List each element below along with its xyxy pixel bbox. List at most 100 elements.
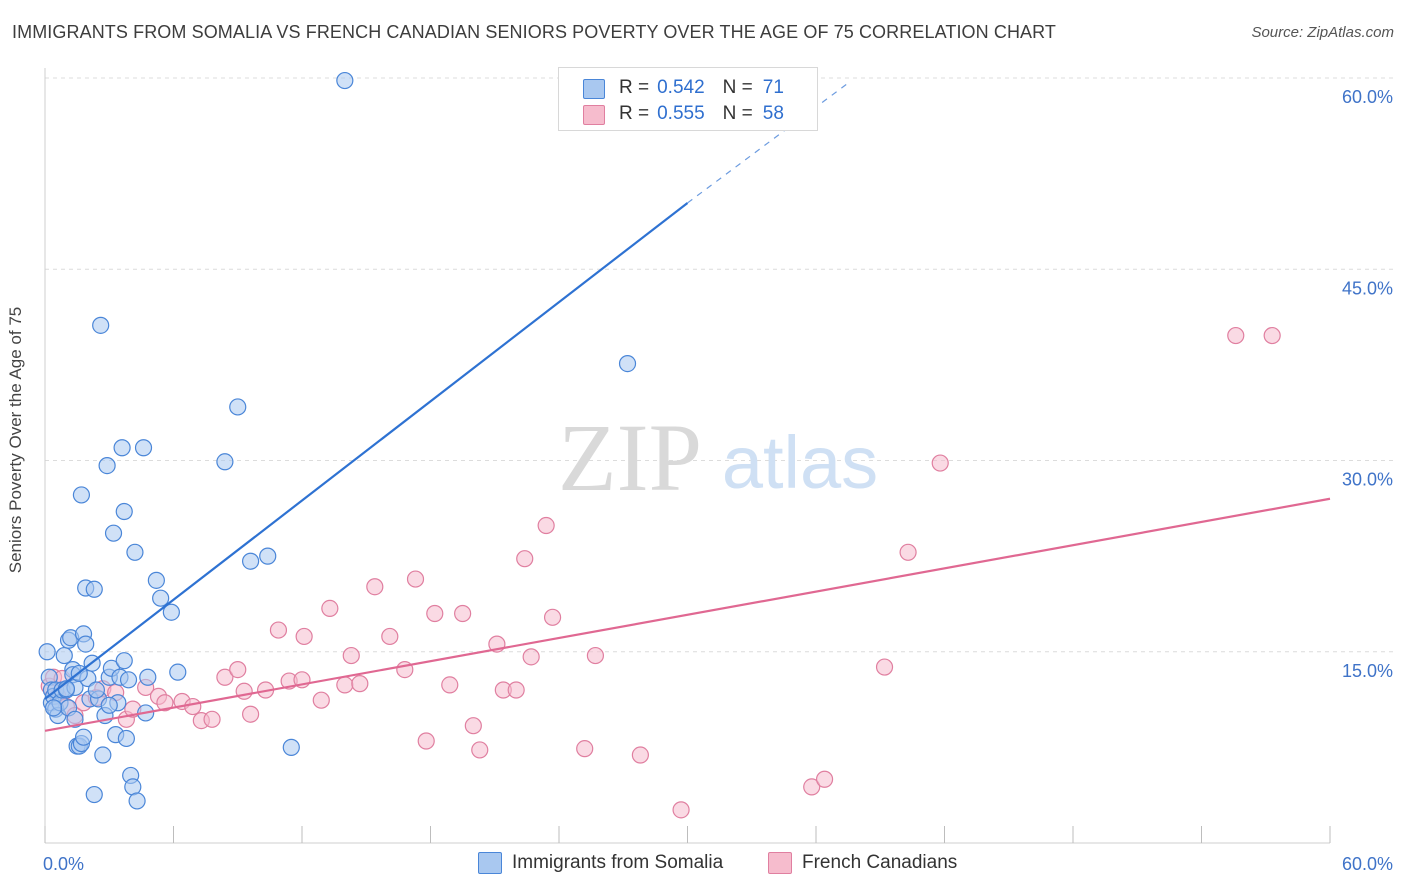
x-tick-label: 60.0%	[1342, 854, 1393, 874]
legend-r-label: R =	[619, 103, 650, 124]
french-canadians-point	[516, 550, 534, 568]
somalia-point	[128, 792, 146, 810]
somalia-point	[66, 710, 84, 728]
somalia-point	[38, 643, 56, 661]
somalia-point	[126, 543, 144, 561]
french-canadians-point	[576, 740, 594, 758]
y-tick-label: 45.0%	[1342, 278, 1393, 298]
french-canadians-point	[471, 741, 489, 759]
y-tick-label: 60.0%	[1342, 87, 1393, 107]
french-canadians-point	[1227, 326, 1245, 345]
somalia-point	[242, 552, 260, 570]
source-credit: Source: ZipAtlas.com	[1251, 24, 1394, 41]
legend-r-value: 0.542	[657, 77, 705, 98]
somalia-point	[115, 502, 133, 521]
watermark-atlas: atlas	[722, 421, 878, 504]
somalia-point	[72, 486, 91, 504]
chart-title: IMMIGRANTS FROM SOMALIA VS FRENCH CANADI…	[12, 22, 1057, 42]
french-canadians-point	[537, 516, 555, 535]
french-canadians-point	[426, 604, 444, 623]
french-canadians-point	[156, 694, 174, 712]
french-canadians-point	[269, 621, 288, 639]
french-canadians-point	[507, 681, 525, 699]
somalia-point	[113, 439, 131, 457]
somalia-point	[282, 738, 300, 756]
somalia-point	[87, 681, 106, 699]
french-canadians-point	[216, 668, 234, 686]
legend-n-label: N =	[722, 77, 753, 98]
french-canadians-point	[417, 732, 435, 750]
legend-row-french: R = 0.555 N = 58	[583, 102, 784, 126]
somalia-point	[336, 71, 354, 90]
french-canadians-point	[543, 608, 562, 626]
somalia-point	[139, 668, 157, 686]
french-canadians-point	[321, 599, 339, 618]
somalia-point	[94, 746, 112, 764]
somalia-trendline	[44, 202, 689, 700]
french-canadians-point	[522, 648, 540, 666]
french-canadians-point	[229, 660, 247, 679]
somalia-point	[77, 635, 95, 653]
french-canadians-point	[336, 676, 354, 694]
legend-n-label: N =	[722, 103, 753, 124]
legend-n-value: 71	[762, 77, 784, 98]
legend-label-french: French Canadians	[802, 852, 958, 873]
somalia-point	[169, 663, 187, 681]
somalia-point	[618, 355, 637, 373]
legend-label-somalia: Immigrants from Somalia	[512, 852, 724, 873]
somalia-point	[104, 524, 123, 542]
somalia-point	[85, 580, 103, 598]
somalia-point	[216, 453, 234, 471]
correlation-legend: R = 0.542 N = 71 R = 0.555 N = 58	[558, 67, 818, 131]
legend-swatch-somalia	[478, 852, 502, 874]
french-canadians-point	[242, 705, 260, 723]
tick-labels: 15.0% 30.0% 45.0% 60.0% 0.0% 60.0%	[43, 87, 1393, 874]
somalia-point	[134, 439, 153, 457]
french-canadians-point	[366, 578, 384, 596]
french-canadians-point	[672, 801, 690, 819]
french-canadians-point	[875, 658, 894, 676]
series-immigrants-from-somalia	[38, 71, 637, 810]
french-canadians-point	[931, 454, 949, 472]
y-axis-label: Seniors Poverty Over the Age of 75	[6, 306, 25, 574]
y-tick-label: 30.0%	[1342, 470, 1393, 490]
somalia-point	[85, 785, 103, 804]
legend-item-french: French Canadians	[768, 852, 957, 874]
legend-n-value: 58	[762, 103, 784, 124]
french-canadians-point	[803, 778, 821, 796]
french-canadians-point	[184, 697, 202, 716]
french-canadians-point	[586, 646, 605, 665]
somalia-point	[55, 646, 73, 665]
zipatlas-watermark: ZIP atlas	[558, 404, 878, 511]
french-canadians-point	[815, 770, 834, 788]
somalia-point	[98, 457, 116, 475]
somalia-point	[44, 699, 63, 717]
legend-r-label: R =	[619, 77, 650, 98]
french-canadians-point	[203, 710, 221, 728]
somalia-point	[259, 547, 277, 565]
legend-swatch-somalia	[583, 79, 605, 99]
legend-row-somalia: R = 0.542 N = 71	[583, 76, 784, 100]
axes	[44, 68, 1331, 844]
french-canadians-point	[312, 691, 330, 709]
french-canadians-point	[899, 543, 917, 561]
legend-r-value: 0.555	[657, 103, 705, 124]
french-canadians-point	[441, 676, 459, 694]
french-canadians-point	[631, 746, 649, 764]
french-canadians-point	[406, 570, 425, 588]
french-canadians-trendline	[44, 497, 1331, 732]
watermark-zip: ZIP	[558, 404, 702, 511]
legend-swatch-french	[768, 852, 792, 874]
french-canadians-point	[464, 717, 482, 735]
french-canadians-point	[342, 646, 360, 665]
somalia-point	[119, 671, 138, 689]
somalia-point	[115, 652, 133, 670]
french-canadians-point	[295, 627, 313, 646]
somalia-point	[152, 589, 170, 607]
french-canadians-point	[381, 627, 399, 646]
somalia-point	[100, 696, 118, 714]
y-tick-label: 15.0%	[1342, 661, 1393, 681]
somalia-point	[162, 603, 180, 621]
series-legend: Immigrants from Somalia French Canadians	[0, 852, 1406, 878]
